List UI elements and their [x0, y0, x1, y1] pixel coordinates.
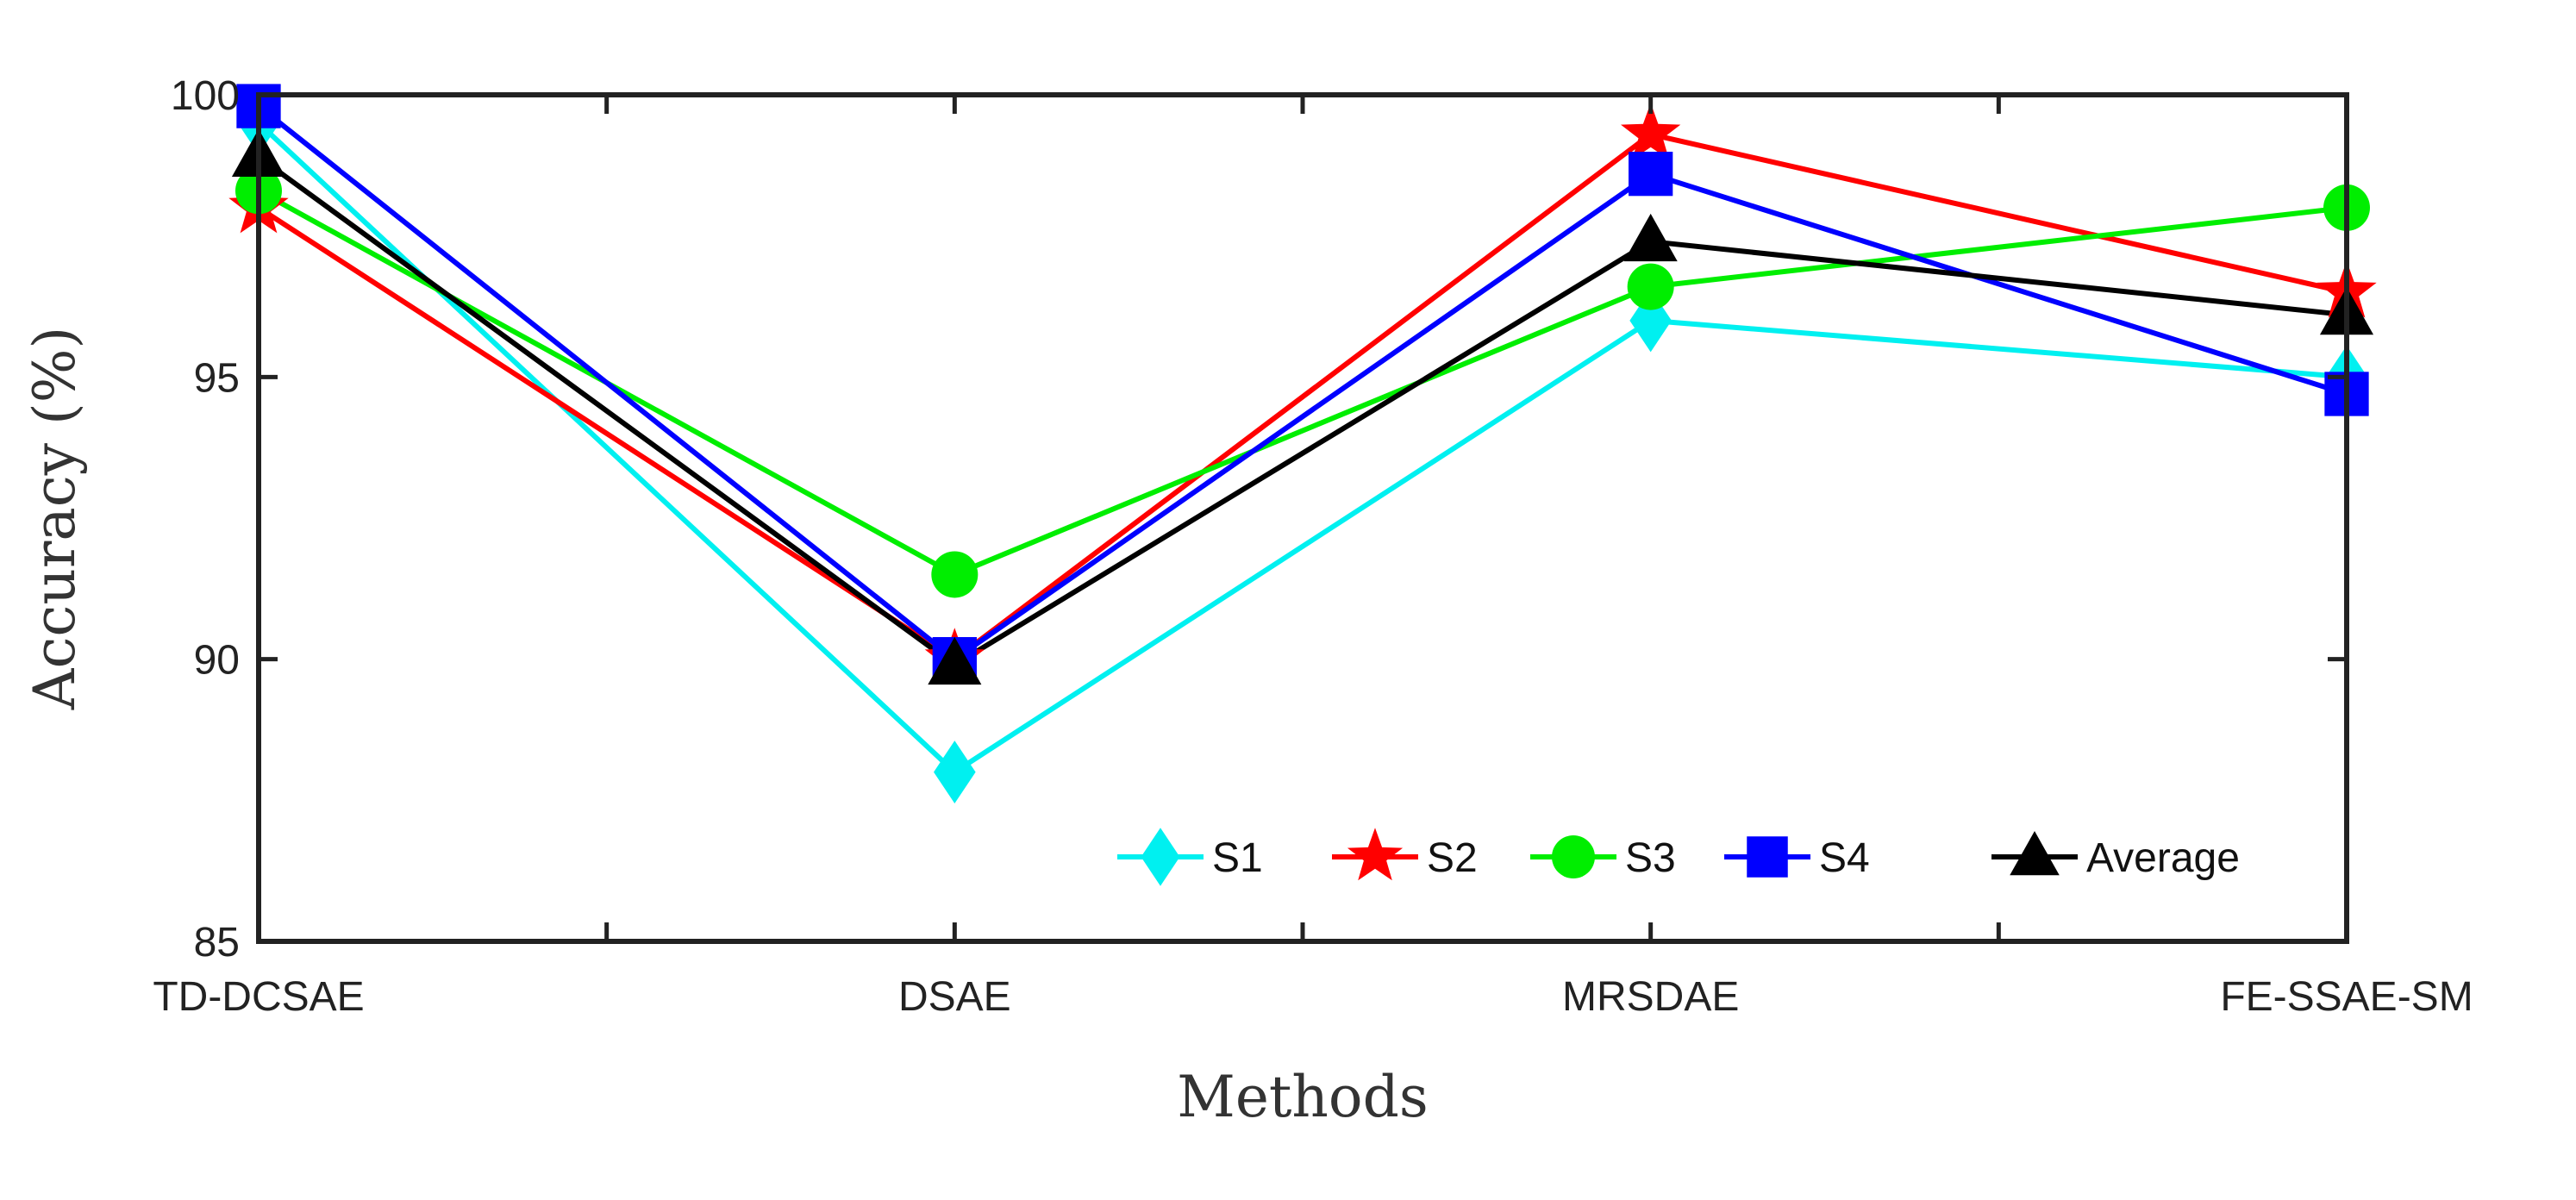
- y-tick-label: 95: [194, 355, 240, 401]
- legend-marker-s3: [1552, 835, 1595, 878]
- series-line-average: [257, 154, 2348, 668]
- y-tick-label: 90: [194, 638, 240, 684]
- legend-marker-average: [2010, 831, 2060, 876]
- data-point-s3: [1627, 263, 1674, 310]
- x-tick-label: MRSDAE: [1562, 974, 1739, 1020]
- tick-layer: 85 90 95 100 TD-DCSAE DSAE MRSDAE FE-SSAE-SM: [153, 73, 2473, 1020]
- legend-marker-s4: [1747, 836, 1788, 878]
- x-axis-label: Methods: [1177, 1064, 1429, 1130]
- data-point-s3: [931, 551, 979, 598]
- legend-label-s3: S3: [1625, 835, 1676, 881]
- data-point-s2: [1621, 103, 1681, 160]
- legend-marker-s1: [1141, 828, 1180, 886]
- x-tick-label: TD-DCSAE: [153, 974, 364, 1020]
- legend-marker-s2: [1347, 828, 1404, 881]
- legend-label-s4: S4: [1819, 835, 1870, 881]
- legend-label-average: Average: [2086, 835, 2240, 881]
- series-line-s4: [257, 103, 2348, 662]
- data-point-s1: [934, 741, 976, 804]
- series-line-s1: [256, 121, 2348, 775]
- legend-label-s1: S1: [1212, 835, 1263, 881]
- data-point-s4: [1629, 152, 1673, 197]
- legend: S1 S2 S3 S4 Average: [1117, 828, 2240, 886]
- y-tick-label: 100: [171, 73, 240, 119]
- legend-label-s2: S2: [1427, 835, 1478, 881]
- y-axis-label: Accuracy (%): [22, 327, 88, 710]
- y-tick-label: 85: [194, 920, 240, 966]
- data-point-average: [928, 636, 982, 685]
- series-line-s2: [257, 131, 2348, 662]
- data-point-average: [1623, 213, 1678, 262]
- x-tick-label: FE-SSAE-SM: [2220, 974, 2473, 1020]
- x-tick-label: DSAE: [898, 974, 1011, 1020]
